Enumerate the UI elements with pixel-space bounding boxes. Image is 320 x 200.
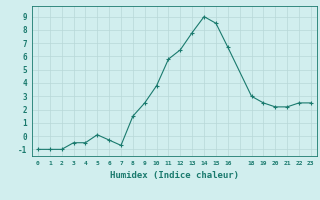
X-axis label: Humidex (Indice chaleur): Humidex (Indice chaleur) — [110, 171, 239, 180]
